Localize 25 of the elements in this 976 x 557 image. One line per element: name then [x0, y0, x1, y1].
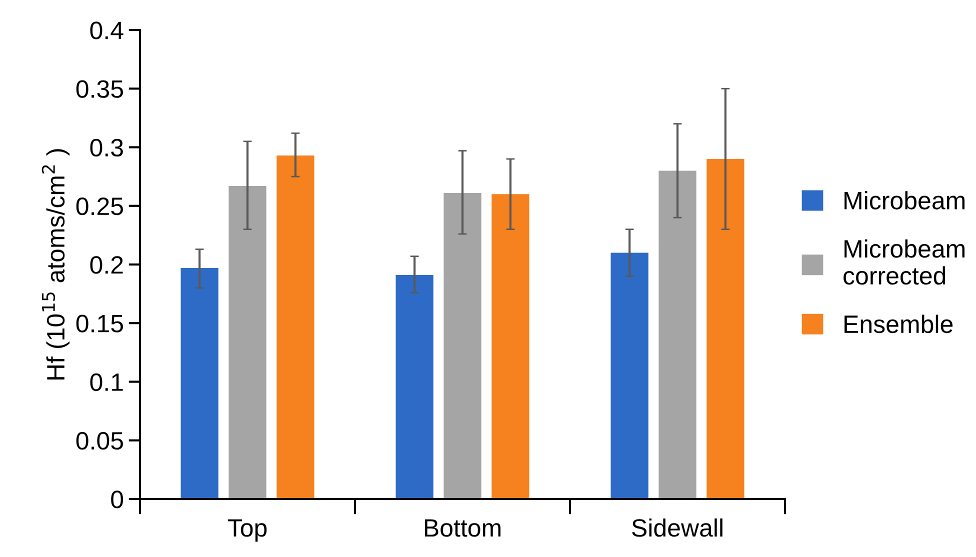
bar: [396, 275, 434, 499]
y-tick-label: 0.4: [90, 22, 124, 40]
legend-label: Microbeam: [844, 191, 964, 210]
legend-label: Ensemble: [844, 314, 953, 334]
bar: [180, 268, 218, 499]
bar: [444, 192, 482, 499]
bar: [492, 194, 530, 499]
y-tick-label: 0.3: [90, 138, 123, 157]
bar: [276, 155, 314, 499]
x-tick-label: Top: [228, 519, 267, 542]
y-tick-label: 0.05: [76, 432, 123, 450]
bar: [610, 252, 648, 499]
y-tick-label: 0.1: [90, 373, 123, 392]
y-tick-label: 0.15: [76, 314, 123, 332]
bar: [706, 158, 744, 499]
bar: [658, 170, 696, 499]
x-tick-label: Bottom: [424, 519, 500, 537]
y-axis-title: Hf (10$^{15}$ atoms/cm$^{2}$ ): [42, 149, 70, 380]
y-tick-label: 0.25: [76, 197, 123, 216]
legend-label: Microbeam corrected: [844, 239, 964, 285]
y-tick-label: 0: [111, 490, 124, 508]
y-tick-label: 0.35: [76, 80, 123, 98]
bar: [228, 186, 266, 499]
x-tick-label: Sidewall: [632, 518, 722, 537]
y-tick-label: 0.2: [90, 256, 123, 274]
